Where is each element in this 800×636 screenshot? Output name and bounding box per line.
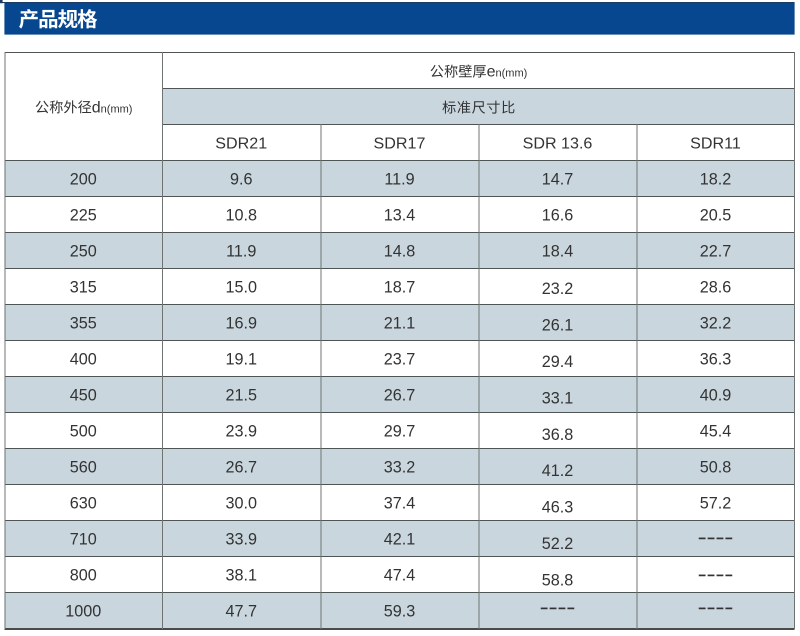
svg-text:26.7: 26.7 bbox=[384, 387, 416, 405]
svg-text:19.1: 19.1 bbox=[225, 351, 257, 369]
svg-text:355: 355 bbox=[70, 315, 97, 333]
svg-text:9.6: 9.6 bbox=[230, 171, 253, 189]
svg-text:710: 710 bbox=[70, 531, 97, 549]
svg-text:SDR 13.6: SDR 13.6 bbox=[523, 135, 593, 153]
svg-text:n(mm): n(mm) bbox=[496, 68, 528, 80]
svg-text:e: e bbox=[487, 64, 496, 81]
svg-text:450: 450 bbox=[70, 387, 97, 405]
svg-text:37.4: 37.4 bbox=[384, 495, 416, 513]
svg-text:SDR21: SDR21 bbox=[215, 135, 267, 153]
svg-text:18.7: 18.7 bbox=[384, 279, 416, 297]
svg-text:11.9: 11.9 bbox=[226, 243, 256, 261]
svg-text:33.9: 33.9 bbox=[225, 531, 257, 549]
svg-text:47.7: 47.7 bbox=[225, 603, 257, 621]
svg-text:n(mm): n(mm) bbox=[101, 103, 133, 115]
svg-text:36.3: 36.3 bbox=[700, 351, 732, 369]
svg-text:30.0: 30.0 bbox=[225, 495, 257, 513]
svg-text:23.7: 23.7 bbox=[384, 351, 416, 369]
svg-text:400: 400 bbox=[70, 351, 97, 369]
svg-text:28.6: 28.6 bbox=[700, 279, 732, 297]
svg-text:23.9: 23.9 bbox=[225, 423, 257, 441]
svg-text:33.1: 33.1 bbox=[542, 389, 574, 407]
svg-text:14.7: 14.7 bbox=[542, 171, 574, 189]
svg-text:58.8: 58.8 bbox=[542, 572, 574, 590]
svg-text:225: 225 bbox=[70, 207, 97, 225]
svg-text:16.9: 16.9 bbox=[225, 315, 257, 333]
svg-text:1000: 1000 bbox=[65, 603, 101, 621]
svg-text:250: 250 bbox=[70, 243, 97, 261]
svg-text:59.3: 59.3 bbox=[384, 603, 416, 621]
svg-text:20.5: 20.5 bbox=[700, 207, 732, 225]
svg-text:18.2: 18.2 bbox=[700, 171, 732, 189]
svg-text:57.2: 57.2 bbox=[700, 495, 732, 513]
svg-text:23.2: 23.2 bbox=[542, 280, 574, 298]
svg-text:40.9: 40.9 bbox=[700, 387, 732, 405]
svg-text:16.6: 16.6 bbox=[542, 207, 574, 225]
svg-text:52.2: 52.2 bbox=[542, 535, 574, 553]
svg-text:21.1: 21.1 bbox=[384, 315, 416, 333]
svg-text:800: 800 bbox=[70, 567, 97, 585]
svg-text:11.9: 11.9 bbox=[384, 171, 414, 189]
svg-text:10.8: 10.8 bbox=[225, 207, 257, 225]
svg-text:SDR11: SDR11 bbox=[690, 135, 741, 153]
svg-text:38.1: 38.1 bbox=[225, 567, 257, 585]
svg-text:13.4: 13.4 bbox=[384, 207, 416, 225]
svg-text:22.7: 22.7 bbox=[700, 243, 732, 261]
svg-text:45.4: 45.4 bbox=[700, 423, 732, 441]
svg-text:630: 630 bbox=[70, 495, 97, 513]
svg-text:47.4: 47.4 bbox=[384, 567, 416, 585]
svg-text:33.2: 33.2 bbox=[384, 459, 416, 477]
svg-text:29.7: 29.7 bbox=[384, 423, 416, 441]
svg-text:36.8: 36.8 bbox=[542, 426, 574, 444]
svg-text:42.1: 42.1 bbox=[384, 531, 416, 549]
svg-text:500: 500 bbox=[70, 423, 97, 441]
svg-text:d: d bbox=[92, 99, 101, 116]
svg-text:41.2: 41.2 bbox=[542, 462, 574, 480]
svg-text:26.1: 26.1 bbox=[542, 316, 574, 334]
svg-text:32.2: 32.2 bbox=[700, 315, 732, 333]
svg-text:200: 200 bbox=[70, 171, 97, 189]
svg-text:560: 560 bbox=[70, 459, 97, 477]
svg-text:21.5: 21.5 bbox=[225, 387, 257, 405]
svg-text:15.0: 15.0 bbox=[225, 279, 257, 297]
svg-text:26.7: 26.7 bbox=[225, 459, 257, 477]
svg-text:18.4: 18.4 bbox=[542, 243, 574, 261]
svg-text:29.4: 29.4 bbox=[542, 353, 574, 371]
svg-text:14.8: 14.8 bbox=[384, 243, 416, 261]
svg-text:315: 315 bbox=[70, 279, 97, 297]
svg-text:50.8: 50.8 bbox=[700, 459, 732, 477]
svg-text:46.3: 46.3 bbox=[542, 499, 574, 517]
svg-text:SDR17: SDR17 bbox=[374, 135, 426, 153]
